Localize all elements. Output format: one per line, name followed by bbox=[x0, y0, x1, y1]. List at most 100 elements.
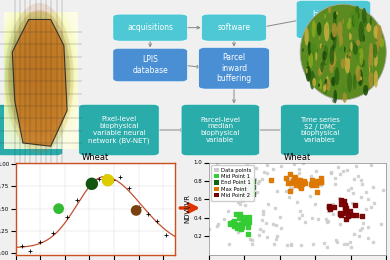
Point bbox=[259, 218, 265, 222]
Point bbox=[333, 238, 339, 242]
Point bbox=[250, 185, 256, 189]
Point bbox=[356, 234, 362, 238]
Legend: Data points, Mid Point 1, End Point 1, Max Point, Mid Point 2: Data points, Mid Point 1, End Point 1, M… bbox=[211, 165, 254, 201]
Point bbox=[273, 237, 279, 242]
Ellipse shape bbox=[346, 54, 349, 58]
Point bbox=[234, 230, 241, 234]
Ellipse shape bbox=[364, 84, 367, 88]
Point bbox=[315, 217, 321, 222]
Ellipse shape bbox=[379, 38, 385, 48]
Point bbox=[338, 213, 344, 217]
Point bbox=[332, 176, 339, 180]
Ellipse shape bbox=[369, 43, 373, 58]
Ellipse shape bbox=[335, 82, 337, 88]
Ellipse shape bbox=[369, 71, 373, 88]
FancyBboxPatch shape bbox=[280, 104, 359, 156]
Point bbox=[268, 178, 274, 183]
Point bbox=[337, 211, 344, 216]
Point bbox=[312, 202, 318, 206]
Point bbox=[359, 214, 365, 218]
Point bbox=[233, 212, 239, 216]
Point bbox=[248, 184, 254, 188]
Point bbox=[241, 219, 247, 223]
Point bbox=[272, 206, 278, 210]
Ellipse shape bbox=[360, 76, 362, 80]
Ellipse shape bbox=[319, 79, 322, 90]
Ellipse shape bbox=[370, 16, 372, 25]
Ellipse shape bbox=[331, 51, 337, 67]
Point bbox=[234, 223, 240, 227]
Point bbox=[96, 177, 102, 181]
Point bbox=[227, 221, 233, 225]
Point bbox=[230, 186, 236, 191]
Ellipse shape bbox=[315, 52, 317, 61]
Ellipse shape bbox=[374, 52, 378, 67]
Point bbox=[263, 220, 269, 225]
Point bbox=[225, 209, 231, 213]
Point bbox=[379, 187, 386, 192]
Text: acquisitions: acquisitions bbox=[127, 23, 173, 32]
Ellipse shape bbox=[306, 68, 308, 74]
Point bbox=[259, 177, 266, 181]
Point bbox=[86, 185, 92, 189]
Ellipse shape bbox=[317, 77, 318, 81]
Point bbox=[358, 178, 364, 182]
Ellipse shape bbox=[344, 54, 350, 73]
Ellipse shape bbox=[330, 62, 333, 73]
Ellipse shape bbox=[317, 22, 322, 36]
Point bbox=[234, 226, 240, 230]
Point bbox=[314, 179, 320, 184]
Ellipse shape bbox=[321, 46, 323, 50]
Point bbox=[105, 178, 111, 182]
Point bbox=[238, 222, 245, 226]
Point bbox=[359, 182, 365, 186]
Point bbox=[265, 202, 271, 206]
Point bbox=[345, 188, 351, 192]
Point bbox=[126, 186, 132, 190]
Point bbox=[74, 198, 80, 202]
Ellipse shape bbox=[322, 51, 327, 60]
Ellipse shape bbox=[343, 92, 347, 103]
Ellipse shape bbox=[359, 48, 363, 55]
Ellipse shape bbox=[333, 21, 338, 40]
Point bbox=[277, 215, 283, 219]
Point bbox=[346, 209, 353, 213]
Point bbox=[219, 181, 225, 185]
Point bbox=[335, 165, 341, 169]
Point bbox=[247, 178, 254, 182]
Point bbox=[238, 227, 244, 231]
Point bbox=[232, 168, 239, 173]
Ellipse shape bbox=[349, 56, 351, 59]
Ellipse shape bbox=[324, 18, 326, 24]
Point bbox=[300, 179, 307, 184]
Text: biophysical
variables: biophysical variables bbox=[312, 10, 355, 29]
Point bbox=[218, 188, 224, 192]
Point bbox=[346, 211, 352, 215]
Point bbox=[245, 225, 251, 229]
Point bbox=[296, 180, 302, 184]
Point bbox=[246, 215, 252, 219]
Point bbox=[236, 216, 243, 220]
Point bbox=[290, 179, 296, 183]
Point bbox=[214, 224, 220, 228]
Point bbox=[244, 176, 250, 180]
Point bbox=[308, 182, 314, 186]
Point bbox=[213, 181, 219, 186]
Ellipse shape bbox=[337, 61, 339, 69]
Ellipse shape bbox=[358, 21, 364, 42]
Point bbox=[256, 233, 262, 237]
Point bbox=[359, 226, 365, 230]
Ellipse shape bbox=[337, 21, 343, 38]
Point bbox=[369, 240, 376, 244]
Point bbox=[337, 211, 344, 216]
Point bbox=[234, 223, 240, 228]
Ellipse shape bbox=[312, 27, 316, 34]
Ellipse shape bbox=[353, 6, 359, 31]
Ellipse shape bbox=[353, 14, 358, 26]
Point bbox=[135, 205, 142, 209]
Ellipse shape bbox=[308, 43, 311, 56]
Point bbox=[356, 214, 363, 218]
Point bbox=[241, 215, 247, 219]
Point bbox=[229, 223, 236, 227]
Ellipse shape bbox=[318, 68, 322, 76]
